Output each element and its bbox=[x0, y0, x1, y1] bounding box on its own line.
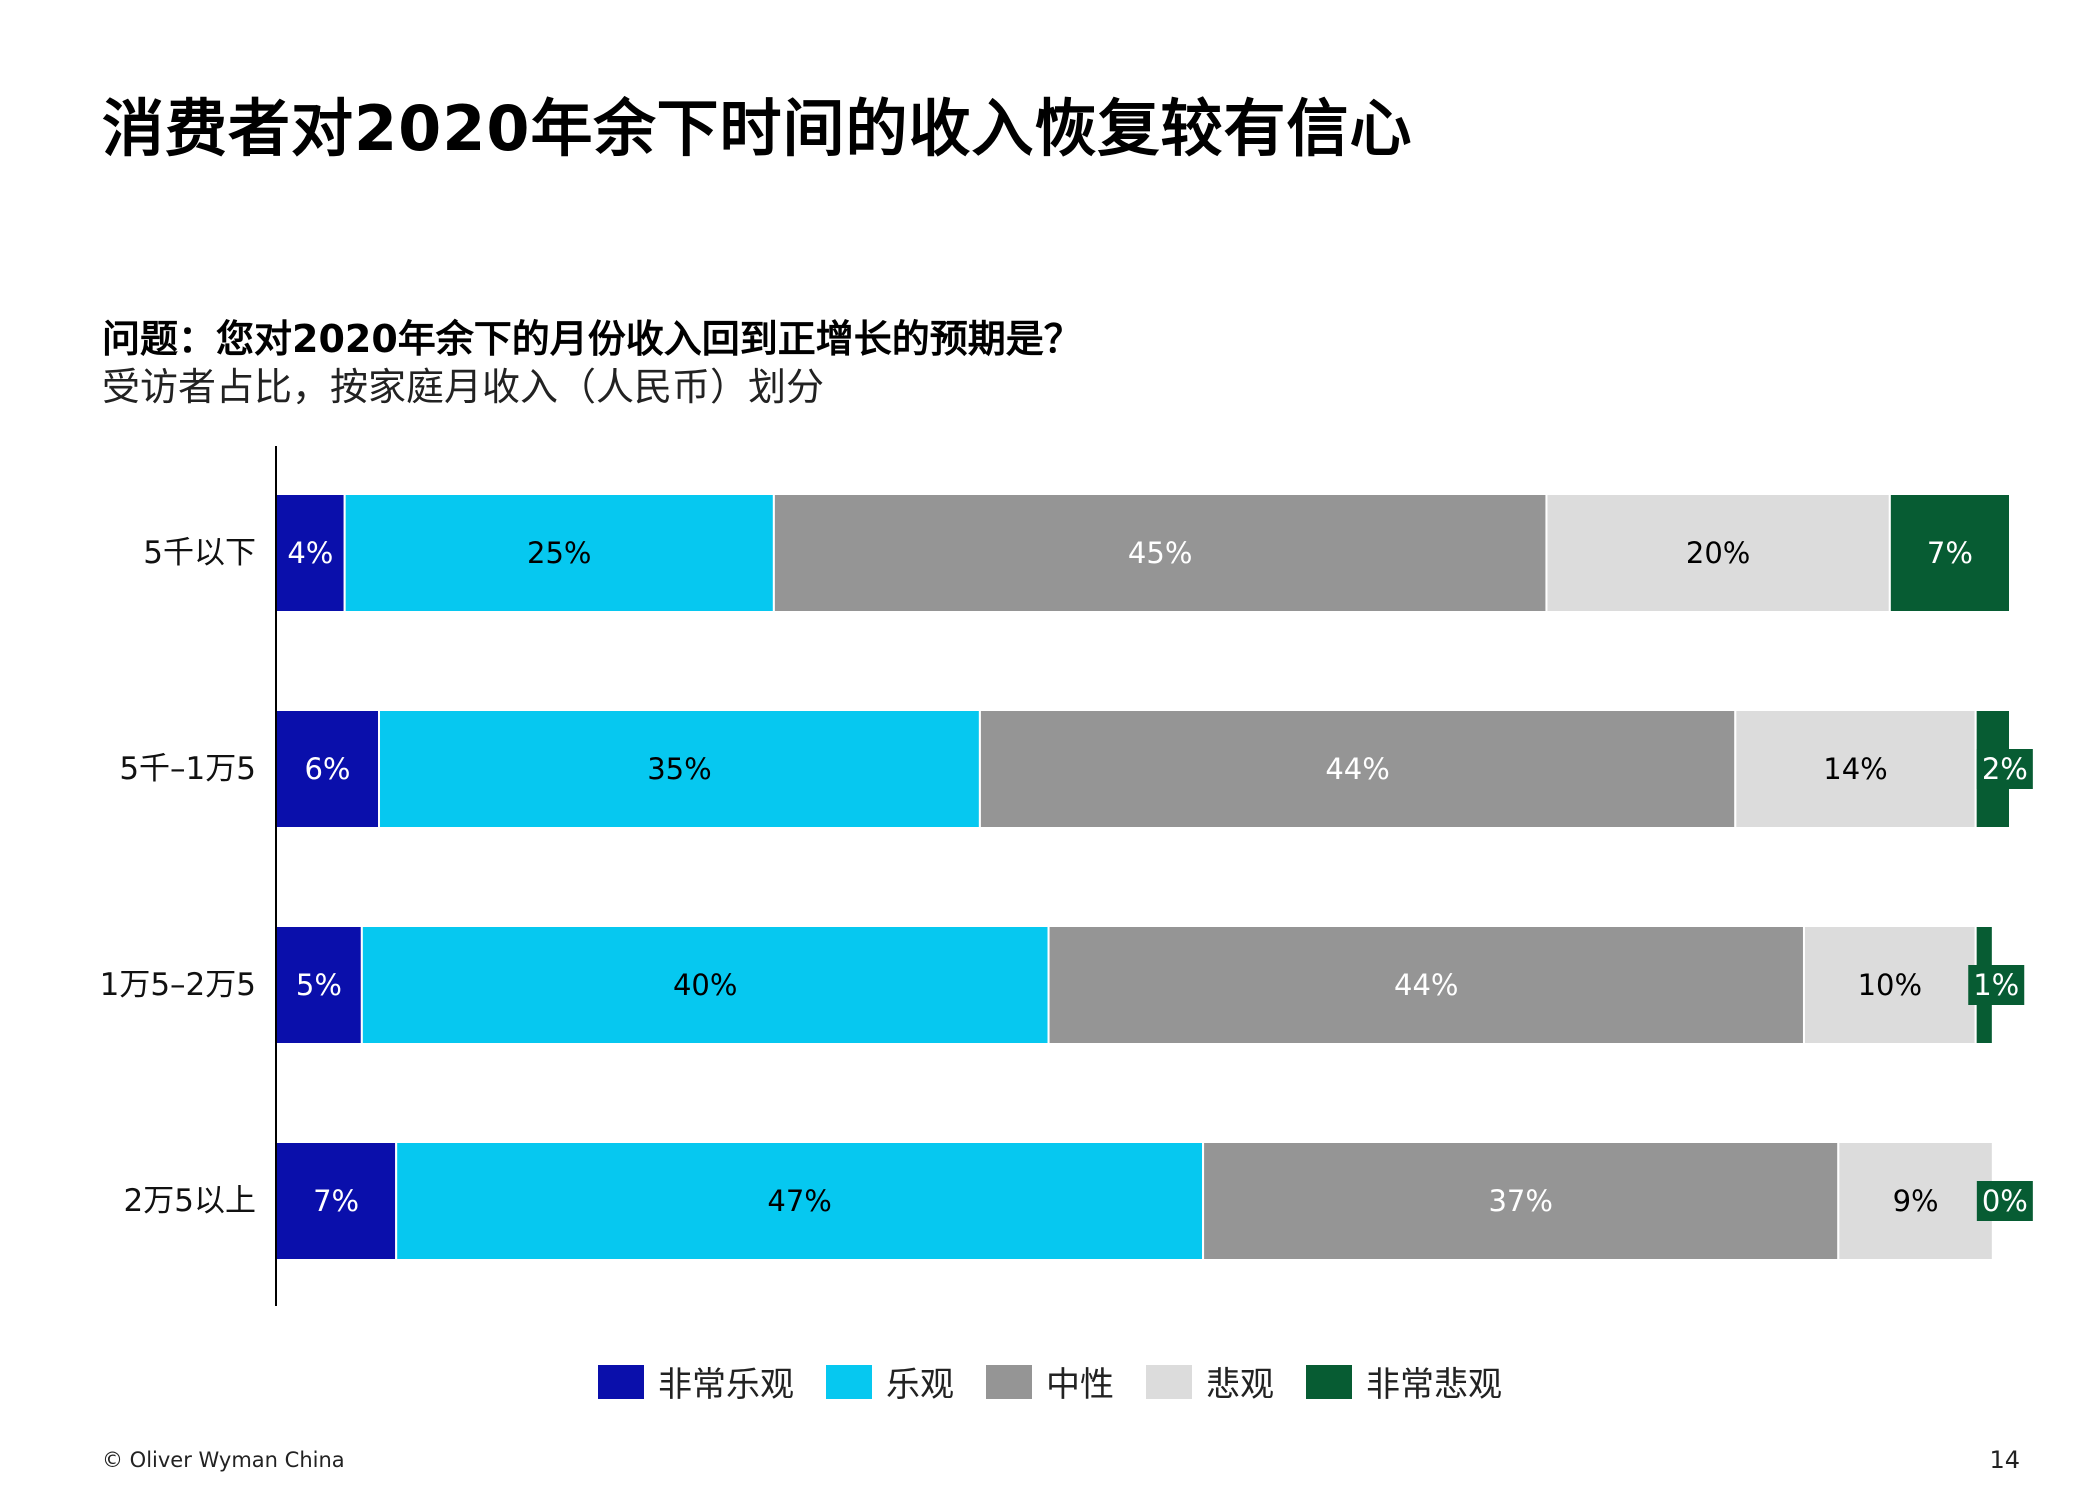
stacked-bar-chart: 5千以下 4% 25% 45% 20% 7% 5千–1万5 6% 35% 44% 14% 2% 1万5–… bbox=[100, 446, 2033, 1306]
bar-segment bbox=[1802, 925, 1977, 1045]
bar-segment bbox=[275, 1141, 398, 1261]
category-label: 5千–1万5 bbox=[119, 751, 256, 787]
bar-segment bbox=[343, 493, 775, 613]
page-number: 14 bbox=[1989, 1446, 2020, 1474]
chart-legend: 非常乐观 乐观 中性 悲观 非常悲观 bbox=[0, 1357, 2100, 1406]
category-label: 1万5–2万5 bbox=[100, 967, 256, 1003]
legend-swatch bbox=[598, 1364, 644, 1399]
data-label: 0% bbox=[1982, 1184, 2028, 1218]
legend-item: 非常悲观 bbox=[1306, 1357, 1502, 1406]
bar-segment bbox=[275, 709, 381, 829]
data-label: 25% bbox=[527, 536, 591, 570]
bar-segment bbox=[772, 493, 1548, 613]
survey-question: 问题：您对2020年余下的月份收入回到正增长的预期是？ bbox=[102, 317, 1082, 361]
data-label-background bbox=[1976, 749, 2033, 789]
data-label: 47% bbox=[767, 1184, 831, 1218]
page-title: 消费者对2020年余下时间的收入恢复较有信心 bbox=[102, 92, 1413, 165]
data-label: 20% bbox=[1686, 536, 1750, 570]
legend-label: 非常乐观 bbox=[658, 1365, 794, 1405]
bar-segment bbox=[275, 925, 363, 1045]
bar-segment bbox=[978, 709, 1737, 829]
bar-segment bbox=[1545, 493, 1891, 613]
copyright-footer: © Oliver Wyman China bbox=[102, 1448, 345, 1472]
data-label: 2% bbox=[1982, 752, 2028, 786]
bar-segment bbox=[378, 709, 981, 829]
legend-label: 中性 bbox=[1046, 1365, 1114, 1405]
legend-swatch bbox=[1306, 1364, 1352, 1399]
legend-label: 乐观 bbox=[886, 1365, 954, 1405]
data-label: 10% bbox=[1858, 968, 1922, 1002]
legend-swatch bbox=[986, 1364, 1032, 1399]
data-label: 40% bbox=[673, 968, 737, 1002]
data-label: 7% bbox=[1927, 536, 1973, 570]
data-label: 1% bbox=[1973, 968, 2019, 1002]
legend-item: 中性 bbox=[986, 1357, 1114, 1406]
data-label: 9% bbox=[1893, 1184, 1939, 1218]
category-label: 2万5以上 bbox=[124, 1183, 256, 1219]
legend-swatch bbox=[826, 1364, 872, 1399]
chart-subtitle: 受访者占比，按家庭月收入（人民币）划分 bbox=[102, 365, 825, 409]
data-label: 44% bbox=[1394, 968, 1458, 1002]
bar-segment bbox=[395, 1141, 1205, 1261]
bar-segment bbox=[1734, 709, 1977, 829]
bar-segment bbox=[1202, 1141, 1840, 1261]
legend-label: 非常悲观 bbox=[1366, 1365, 1502, 1405]
data-label: 7% bbox=[313, 1184, 359, 1218]
legend-item: 非常乐观 bbox=[598, 1357, 794, 1406]
data-label: 6% bbox=[304, 752, 350, 786]
data-label-background bbox=[1976, 1181, 2033, 1221]
bar-segment bbox=[1047, 925, 1805, 1045]
data-label: 14% bbox=[1823, 752, 1887, 786]
legend-item: 悲观 bbox=[1146, 1357, 1274, 1406]
legend-item: 乐观 bbox=[826, 1357, 954, 1406]
data-label-background bbox=[1968, 965, 2025, 1005]
data-label: 4% bbox=[287, 536, 333, 570]
data-label: 44% bbox=[1325, 752, 1389, 786]
data-label: 35% bbox=[647, 752, 711, 786]
bar-segment bbox=[1888, 493, 2011, 613]
legend-swatch bbox=[1146, 1364, 1192, 1399]
data-label: 45% bbox=[1128, 536, 1192, 570]
bar-segment bbox=[1837, 1141, 1994, 1261]
category-label: 5千以下 bbox=[143, 535, 256, 571]
data-label: 37% bbox=[1488, 1184, 1552, 1218]
legend-label: 悲观 bbox=[1206, 1365, 1274, 1405]
data-label: 5% bbox=[296, 968, 342, 1002]
